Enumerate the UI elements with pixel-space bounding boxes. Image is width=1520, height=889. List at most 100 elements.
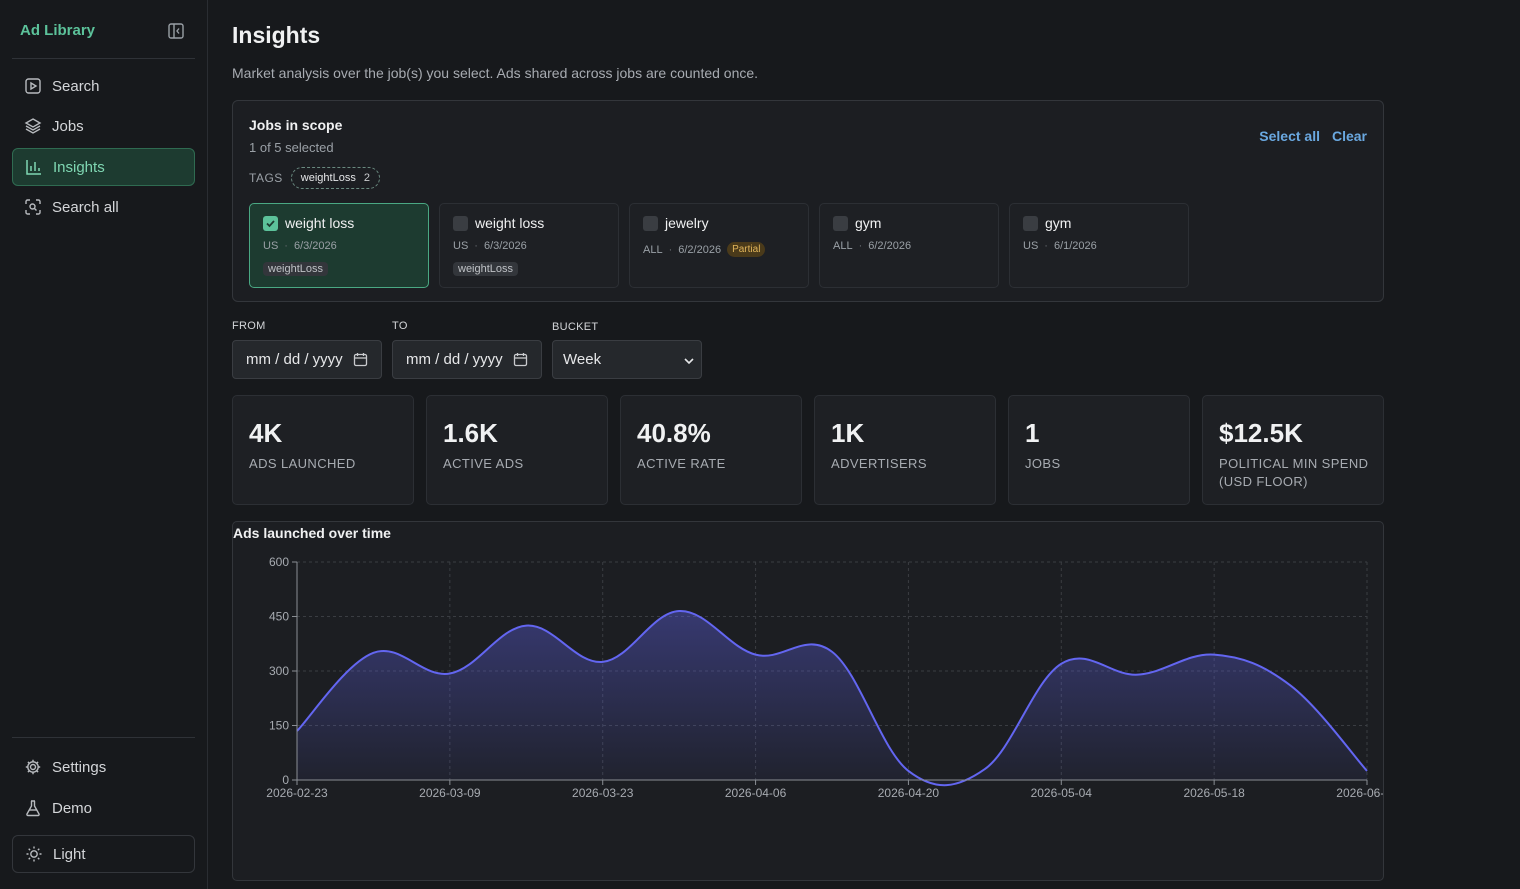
calendar-icon[interactable] <box>353 352 368 367</box>
to-date-input[interactable]: mm / dd / yyyy <box>392 340 542 379</box>
job-checkbox[interactable] <box>833 216 848 231</box>
job-card[interactable]: weight loss US · 6/3/2026 weightLoss <box>249 203 429 288</box>
to-label: TO <box>392 320 408 332</box>
chevron-down-icon <box>684 358 694 365</box>
stat-value: 40.8% <box>637 418 711 448</box>
bucket-select[interactable]: Week <box>552 340 702 379</box>
job-card[interactable]: weight loss US · 6/3/2026 weightLoss <box>439 203 619 288</box>
play-square-icon <box>25 78 41 94</box>
x-tick-label: 2026-03-09 <box>419 786 481 800</box>
x-tick-label: 2026-04-20 <box>878 786 940 800</box>
ads-over-time-chart: 0 150 300 450 600 2026-02-23 2026-03-09 2026-03… <box>266 555 1383 800</box>
select-all-button[interactable]: Select all <box>1259 128 1320 144</box>
x-tick-label: 2026-03-23 <box>572 786 634 800</box>
partial-badge: Partial <box>727 242 766 257</box>
sidebar-item-label: Demo <box>52 799 93 817</box>
tag-name: weightLoss <box>300 172 356 184</box>
job-meta: US · 6/1/2026 <box>1023 240 1097 252</box>
stat-value: 1 <box>1025 418 1040 448</box>
job-checkbox[interactable] <box>453 216 468 231</box>
meta-separator: · <box>284 240 288 252</box>
sidebar-item-demo[interactable]: Demo <box>12 789 195 827</box>
job-name: gym <box>1045 215 1072 231</box>
job-card[interactable]: jewelry ALL · 6/2/2026 Partial <box>629 203 809 288</box>
chart-title: Ads launched over time <box>233 525 391 541</box>
sidebar-item-search[interactable]: Search <box>12 67 195 105</box>
meta-separator: · <box>474 240 478 252</box>
scan-search-icon <box>25 199 41 215</box>
job-region: US <box>263 240 279 252</box>
stat-card-active-rate: 40.8% ACTIVE RATE <box>620 395 802 505</box>
sidebar-item-label: Search <box>52 77 100 95</box>
sidebar-item-insights[interactable]: Insights <box>12 148 195 186</box>
page-title: Insights <box>232 22 321 48</box>
y-tick-label: 0 <box>282 773 289 787</box>
job-name: weight loss <box>285 215 355 231</box>
job-date: 6/1/2026 <box>1053 240 1097 252</box>
stat-value: 1.6K <box>443 418 498 448</box>
x-tick-label: 2026-05-04 <box>1031 786 1093 800</box>
scope-actions: Select all Clear <box>1259 128 1367 144</box>
stat-value: 4K <box>249 418 283 448</box>
tags-row: TAGS weightLoss 2 <box>249 167 380 189</box>
job-checkbox[interactable] <box>1023 216 1038 231</box>
x-tick-label: 2026-06-01 <box>1336 786 1383 800</box>
stat-label: JOBS <box>1025 456 1061 471</box>
job-checkbox[interactable] <box>643 216 658 231</box>
series-line <box>296 610 1368 787</box>
job-card[interactable]: gym ALL · 6/2/2026 <box>819 203 999 288</box>
job-checkbox[interactable] <box>263 216 278 231</box>
collapse-sidebar-icon[interactable] <box>167 22 185 40</box>
stat-label: ADVERTISERS <box>831 456 927 471</box>
sidebar-item-search-all[interactable]: Search all <box>12 188 195 226</box>
stat-label: ACTIVE ADS <box>443 456 524 471</box>
stat-label: ACTIVE RATE <box>637 456 726 471</box>
job-tag: weightLoss <box>453 262 519 276</box>
tag-filter-weightloss[interactable]: weightLoss 2 <box>290 167 380 189</box>
to-date-placeholder: mm / dd / yyyy <box>406 351 503 368</box>
stat-label: POLITICAL MIN SPEND (USD FLOOR) <box>1219 456 1369 489</box>
job-region: US <box>1023 240 1039 252</box>
bucket-value: Week <box>563 351 602 368</box>
x-tick-label: 2026-05-18 <box>1183 786 1245 800</box>
layers-icon <box>24 118 42 134</box>
check-icon <box>266 220 275 228</box>
job-date: 6/2/2026 <box>868 240 912 252</box>
meta-separator: · <box>1044 240 1048 252</box>
meta-separator: · <box>858 240 863 252</box>
theme-toggle-button[interactable]: Light <box>12 835 195 873</box>
y-tick-label: 450 <box>269 610 289 624</box>
job-name: weight loss <box>475 215 545 231</box>
series-area <box>297 611 1367 786</box>
bar-chart-icon <box>26 160 41 175</box>
meta-separator: · <box>668 243 673 256</box>
tag-count: 2 <box>363 172 370 184</box>
ads-over-time-chart-card: Ads launched over time 0 150 300 450 600 2026… <box>232 521 1384 881</box>
job-card[interactable]: gym US · 6/1/2026 <box>1009 203 1189 288</box>
job-region: ALL <box>833 240 853 252</box>
flask-icon <box>26 800 40 817</box>
sidebar-item-label: Settings <box>52 758 107 776</box>
clear-button[interactable]: Clear <box>1331 128 1367 144</box>
page-subtitle: Market analysis over the job(s) you sele… <box>232 65 759 81</box>
tags-label: TAGS <box>249 171 283 185</box>
sidebar-item-jobs[interactable]: Jobs <box>12 107 195 145</box>
sun-icon <box>26 846 42 862</box>
stat-card-jobs: 1 JOBS <box>1008 395 1190 505</box>
job-name: gym <box>855 215 882 231</box>
calendar-icon[interactable] <box>513 352 528 367</box>
job-region: US <box>453 240 469 252</box>
job-date: 6/2/2026 <box>678 243 722 256</box>
from-label: FROM <box>232 320 266 332</box>
stat-card-active-ads: 1.6K ACTIVE ADS <box>426 395 608 505</box>
sidebar-divider <box>12 737 195 738</box>
job-date: 6/3/2026 <box>293 240 337 252</box>
stat-card-ads-launched: 4K ADS LAUNCHED <box>232 395 414 505</box>
job-date: 6/3/2026 <box>483 240 527 252</box>
sidebar-item-label: Insights <box>53 158 105 176</box>
sidebar-item-settings[interactable]: Settings <box>12 748 195 786</box>
sidebar: Ad Library Search Jobs Insights Search a… <box>0 0 208 889</box>
brand-logo[interactable]: Ad Library <box>20 22 96 39</box>
from-date-input[interactable]: mm / dd / yyyy <box>232 340 382 379</box>
job-meta: US · 6/3/2026 <box>453 240 527 252</box>
